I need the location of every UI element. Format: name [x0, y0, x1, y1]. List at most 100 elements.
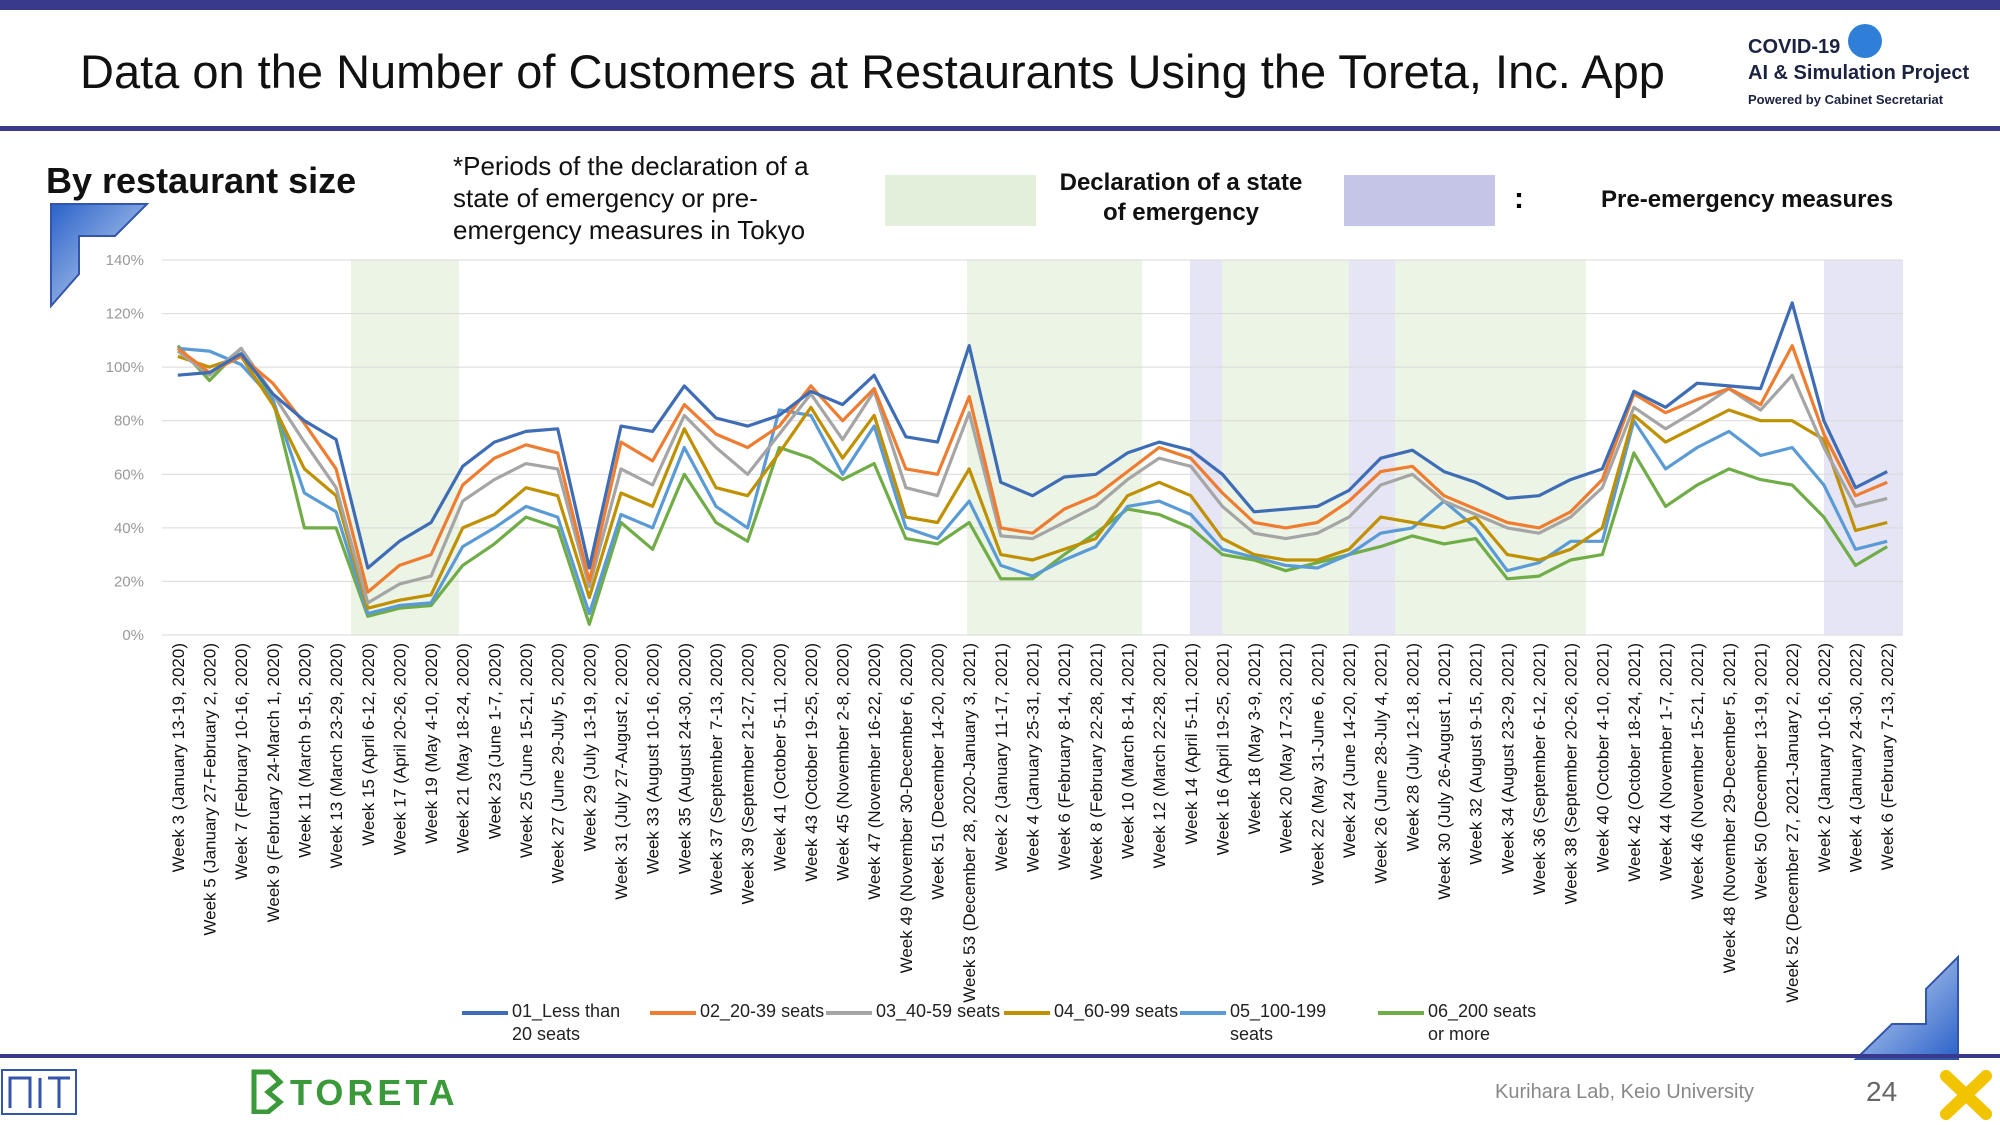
x-tick-label: Week 36 (September 6-12, 2021) [1530, 643, 1549, 895]
x-tick-label: Week 44 (November 1-7, 2021) [1657, 643, 1676, 881]
legend-label: 06_200 seats or more [1428, 1001, 1537, 1044]
legend-label: 05_100-199 seats [1230, 1001, 1327, 1044]
header-rule [0, 126, 2000, 131]
logo-text: AI & Simulation Project [1748, 62, 1970, 84]
declaration-band [1222, 260, 1349, 635]
lab-name: Kurihara Lab, Keio University [1495, 1081, 1755, 1103]
corner-logo [1940, 1070, 1992, 1120]
x-tick-label: Week 14 (April 5-11, 2021) [1182, 643, 1201, 845]
x-tick-label: Week 42 (October 18-24, 2021) [1625, 643, 1644, 882]
legend-item: 03_40-59 seats [826, 1000, 1004, 1023]
x-tick-label: Week 39 (September 21-27, 2020) [739, 643, 758, 904]
x-tick-label: Week 26 (June 28-July 4, 2021) [1372, 643, 1391, 884]
x-tick-label: Week 40 (October 4-10, 2021) [1593, 643, 1612, 872]
x-tick-label: Week 48 (November 29-December 5, 2021) [1720, 643, 1739, 973]
x-tick-label: Week 4 (January 25-31, 2021) [1024, 643, 1043, 872]
x-tick-label: Week 24 (June 14-20, 2021) [1340, 643, 1359, 858]
y-tick-label: 120% [106, 306, 144, 323]
x-tick-label: Week 29 (July 13-19, 2020) [580, 643, 599, 852]
declaration-swatch [885, 175, 1036, 226]
x-tick-label: Week 53 (December 28, 2020-January 3, 20… [960, 643, 979, 1003]
series-line [177, 354, 1888, 610]
x-tick-label: Week 52 (December 27, 2021-January 2, 20… [1783, 643, 1802, 1003]
pre-emergency-band [1190, 260, 1222, 635]
logo-text: COVID-19 [1748, 36, 1841, 58]
pre-emergency-label: Pre-emergency measures [1601, 186, 1894, 213]
slide-title: Data on the Number of Customers at Resta… [80, 45, 1665, 98]
x-tick-label: Week 2 (January 11-17, 2021) [992, 643, 1011, 871]
declaration-band [1395, 260, 1586, 635]
footer-rule [0, 1054, 2000, 1058]
corner-ornament [50, 203, 150, 309]
x-tick-label: Week 31 (July 27-August 2, 2020) [612, 643, 631, 900]
x-tick-label: Week 5 (January 27-February 2, 2020) [200, 643, 219, 936]
x-tick-label: Week 13 (March 23-29, 2020) [327, 643, 346, 869]
legend-item: 06_200 seats or more [1378, 1000, 1556, 1046]
y-tick-label: 0% [122, 627, 144, 644]
y-tick-label: 140% [106, 252, 144, 269]
x-tick-label: Week 15 (April 6-12, 2020) [359, 643, 378, 846]
x-tick-label: Week 9 (February 24-March 1, 2020) [264, 643, 283, 922]
logo-dot [1848, 24, 1882, 58]
legend-swatch [1004, 1011, 1050, 1015]
y-tick-label: 100% [106, 359, 144, 376]
series-line [177, 346, 1888, 616]
x-tick-label: Week 6 (February 7-13, 2022) [1878, 643, 1897, 870]
period-note: *Periods of the declaration of a state o… [453, 151, 809, 245]
x-tick-label: Week 49 (November 30-December 6, 2020) [897, 643, 916, 973]
x-tick-label: Week 27 (June 29-July 5, 2020) [549, 643, 568, 884]
y-tick-label: 80% [114, 413, 144, 430]
x-tick-label: Week 32 (August 9-15, 2021) [1467, 643, 1486, 865]
x-tick-label: Week 38 (September 20-26, 2021) [1562, 643, 1581, 904]
series-line [177, 301, 1888, 570]
pre-emergency-band [1349, 260, 1395, 635]
x-tick-label: Week 33 (August 10-16, 2020) [644, 643, 663, 874]
legend-swatch [826, 1011, 872, 1015]
x-tick-label: Week 46 (November 15-21, 2021) [1688, 643, 1707, 900]
y-tick-label: 60% [114, 466, 144, 483]
x-tick-label: Week 43 (October 19-25, 2020) [802, 643, 821, 882]
section-title: By restaurant size [46, 160, 357, 201]
x-tick-label: Week 7 (February 10-16, 2020) [232, 643, 251, 880]
x-tick-label: Week 18 (May 3-9, 2021) [1245, 643, 1264, 835]
period-bands [351, 260, 1903, 635]
x-tick-label: Week 19 (May 4-10, 2020) [422, 643, 441, 844]
x-tick-label: Week 11 (March 9-15, 2020) [295, 643, 314, 858]
pre-emergency-swatch [1344, 175, 1495, 226]
x-tick-label: Week 47 (November 16-22, 2020) [865, 643, 884, 900]
legend-label: 04_60-99 seats [1054, 1001, 1179, 1021]
legend-item: 02_20-39 seats [650, 1000, 828, 1023]
university-logo [1, 1069, 77, 1115]
x-tick-label: Week 10 (March 8-14, 2021) [1118, 643, 1137, 859]
y-tick-label: 40% [114, 520, 144, 537]
x-tick-label: Week 28 (July 12-18, 2021) [1403, 643, 1422, 852]
x-tick-label: Week 23 (June 1-7, 2020) [485, 643, 504, 839]
x-tick-label: Week 21 (May 18-24, 2020) [454, 643, 473, 853]
legend-item: 01_Less than 20 seats [462, 1000, 640, 1046]
x-tick-label: Week 6 (February 8-14, 2021) [1055, 643, 1074, 870]
x-tick-label: Week 34 (August 23-29, 2021) [1498, 643, 1517, 874]
x-tick-label: Week 20 (May 17-23, 2021) [1277, 643, 1296, 853]
x-tick-label: Week 37 (September 7-13, 2020) [707, 643, 726, 895]
x-tick-label: Week 16 (April 19-25, 2021) [1213, 643, 1232, 855]
page-number: 24 [1866, 1076, 1898, 1107]
x-tick-label: Week 51 (December 14-20, 2020) [929, 643, 948, 900]
top-bar [0, 0, 2000, 10]
legend-label: 01_Less than 20 seats [512, 1001, 621, 1044]
x-tick-label: Week 4 (January 24-30, 2022) [1847, 643, 1866, 872]
x-tick-label: Week 25 (June 15-21, 2020) [517, 643, 536, 858]
x-tick-label: Week 50 (December 13-19, 2021) [1752, 643, 1771, 900]
legend-item: 04_60-99 seats [1004, 1000, 1182, 1023]
legend-swatch [1180, 1011, 1226, 1015]
x-tick-label: Week 2 (January 10-16, 2022) [1815, 643, 1834, 872]
x-tick-label: Week 8 (February 22-28, 2021) [1087, 643, 1106, 880]
legend-swatch [462, 1011, 508, 1015]
x-tick-label: Week 35 (August 24-30, 2020) [675, 643, 694, 874]
x-tick-label: Week 12 (March 22-28, 2021) [1150, 643, 1169, 869]
x-tick-label: Week 45 (November 2-8, 2020) [834, 643, 853, 881]
x-tick-label: Week 41 (October 5-11, 2020) [770, 643, 789, 871]
series-line [176, 344, 1888, 594]
x-tick-label: Week 17 (April 20-26, 2020) [390, 643, 409, 855]
